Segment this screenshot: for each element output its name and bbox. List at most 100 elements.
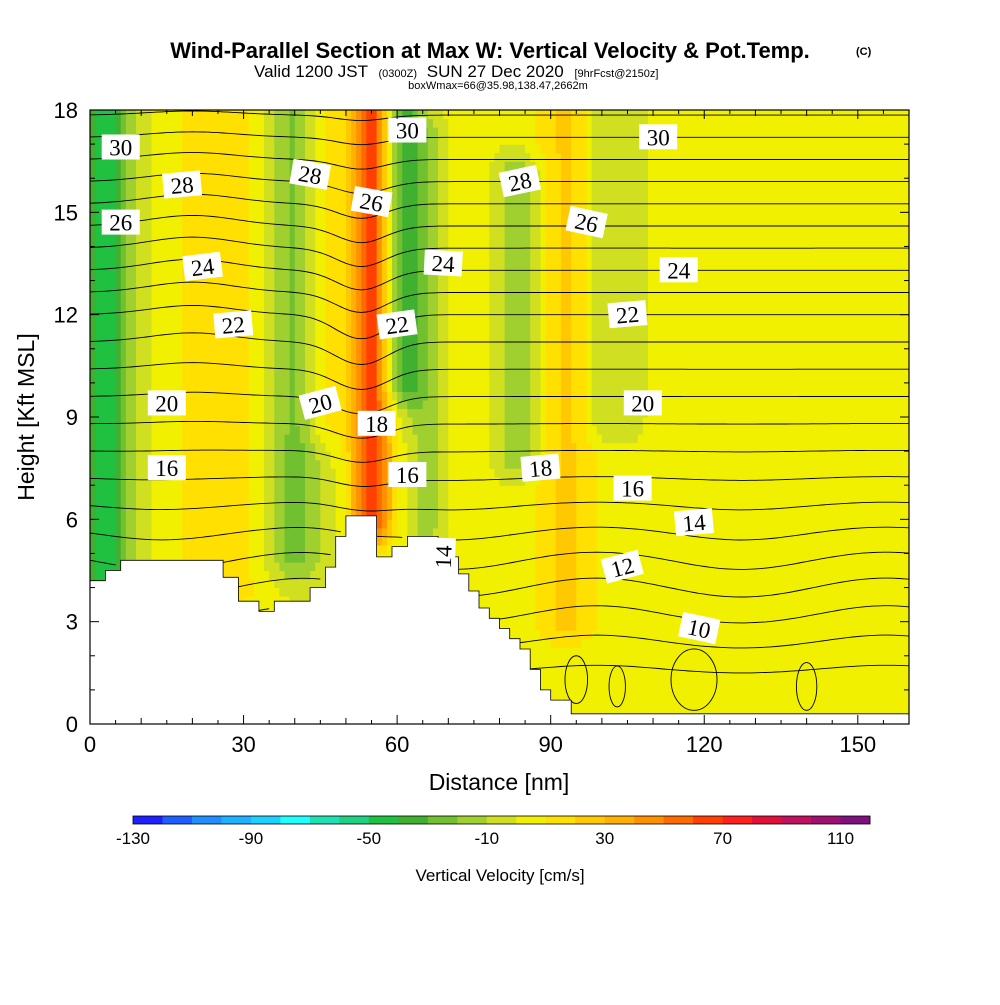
velocity-cell	[151, 297, 158, 307]
velocity-cell	[146, 195, 153, 205]
velocity-cell	[264, 587, 270, 597]
velocity-cell	[438, 127, 444, 137]
velocity-cell	[212, 459, 219, 469]
velocity-cell	[438, 502, 444, 512]
velocity-cell	[161, 229, 168, 239]
velocity-cell	[182, 289, 188, 299]
velocity-cell	[402, 297, 408, 307]
velocity-cell	[161, 263, 168, 273]
velocity-cell	[269, 485, 275, 495]
velocity-cell	[151, 152, 158, 162]
velocity-cell	[95, 306, 101, 316]
velocity-cell	[248, 399, 255, 410]
velocity-cell	[432, 519, 439, 529]
velocity-cell	[182, 110, 188, 120]
velocity-cell	[187, 527, 193, 537]
velocity-cell	[381, 374, 388, 384]
velocity-cell	[136, 493, 142, 503]
velocity-cell	[330, 365, 337, 375]
velocity-cell	[141, 365, 147, 375]
velocity-cell	[289, 186, 296, 196]
velocity-cell	[248, 280, 255, 290]
velocity-cell	[100, 476, 106, 486]
velocity-cell	[90, 323, 96, 333]
velocity-cell	[248, 510, 255, 520]
velocity-cell	[156, 127, 163, 137]
velocity-cell	[351, 323, 357, 333]
velocity-cell	[105, 382, 112, 393]
velocity-cell	[386, 502, 393, 512]
velocity-cell	[284, 399, 291, 410]
velocity-cell	[253, 365, 260, 375]
velocity-cell	[402, 502, 408, 512]
velocity-cell	[427, 237, 434, 248]
velocity-cell	[402, 272, 408, 282]
velocity-cell	[217, 434, 224, 444]
velocity-cell	[310, 544, 316, 555]
velocity-cell	[412, 280, 419, 290]
velocity-cell	[130, 348, 137, 358]
velocity-cell	[253, 553, 260, 563]
velocity-cell	[197, 220, 204, 230]
velocity-cell	[90, 536, 96, 546]
velocity-cell	[156, 348, 163, 358]
velocity-cell	[253, 237, 260, 248]
velocity-cell	[120, 553, 127, 563]
velocity-cell	[304, 289, 311, 299]
velocity-cell	[371, 297, 378, 307]
velocity-cell	[207, 289, 214, 299]
velocity-cell	[125, 297, 132, 307]
velocity-cell	[325, 374, 332, 384]
velocity-cell	[146, 186, 153, 196]
velocity-cell	[182, 348, 188, 358]
velocity-cell	[125, 519, 132, 529]
velocity-cell	[325, 203, 332, 213]
velocity-cell	[422, 297, 429, 307]
velocity-cell	[289, 203, 296, 213]
velocity-cell	[351, 246, 357, 256]
velocity-cell	[115, 365, 122, 375]
velocity-cell	[141, 203, 147, 213]
velocity-cell	[217, 408, 224, 418]
velocity-cell	[90, 544, 96, 555]
velocity-cell	[310, 365, 316, 375]
velocity-cell	[100, 365, 106, 375]
velocity-cell	[95, 399, 101, 410]
velocity-cell	[310, 493, 316, 503]
velocity-cell	[243, 152, 250, 162]
velocity-cell	[130, 365, 137, 375]
velocity-cell	[320, 348, 327, 358]
velocity-cell	[366, 382, 373, 393]
velocity-cell	[356, 340, 362, 350]
velocity-cell	[156, 203, 163, 213]
velocity-cell	[146, 254, 153, 265]
velocity-cell	[340, 314, 347, 324]
velocity-cell	[376, 212, 383, 222]
velocity-cell	[386, 493, 393, 503]
velocity-cell	[315, 570, 321, 580]
velocity-cell	[182, 306, 188, 316]
velocity-cell	[376, 485, 383, 495]
velocity-cell	[381, 135, 388, 145]
velocity-cell	[432, 237, 439, 248]
velocity-cell	[105, 348, 112, 358]
velocity-cell	[202, 135, 209, 145]
velocity-cell	[171, 536, 178, 546]
velocity-cell	[115, 544, 122, 555]
velocity-cell	[315, 493, 321, 503]
velocity-cell	[330, 510, 337, 520]
velocity-cell	[130, 451, 137, 461]
velocity-cell	[197, 152, 204, 162]
velocity-cell	[310, 135, 316, 145]
velocity-cell	[146, 237, 153, 248]
velocity-cell	[187, 144, 193, 154]
velocity-cell	[407, 417, 414, 427]
velocity-cell	[258, 519, 265, 529]
velocity-cell	[315, 459, 321, 469]
velocity-cell	[356, 272, 362, 282]
velocity-cell	[386, 237, 393, 248]
velocity-cell	[110, 289, 117, 299]
velocity-cell	[310, 152, 316, 162]
velocity-cell	[105, 297, 112, 307]
velocity-cell	[310, 289, 316, 299]
